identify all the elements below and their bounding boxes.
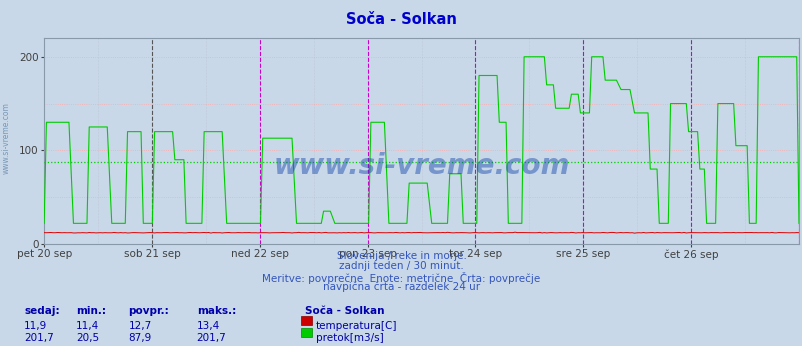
Text: temperatura[C]: temperatura[C] (315, 321, 396, 331)
Text: www.si-vreme.com: www.si-vreme.com (273, 152, 569, 180)
Text: 12,7: 12,7 (128, 321, 152, 331)
Text: 13,4: 13,4 (196, 321, 220, 331)
Text: www.si-vreme.com: www.si-vreme.com (2, 102, 11, 174)
Text: Soča - Solkan: Soča - Solkan (346, 12, 456, 27)
Text: Slovenija / reke in morje.: Slovenija / reke in morje. (336, 251, 466, 261)
Text: sedaj:: sedaj: (24, 306, 59, 316)
Text: pretok[m3/s]: pretok[m3/s] (315, 333, 383, 343)
Text: 11,9: 11,9 (24, 321, 47, 331)
Text: 201,7: 201,7 (196, 333, 226, 343)
Text: 201,7: 201,7 (24, 333, 54, 343)
Text: povpr.:: povpr.: (128, 306, 169, 316)
Text: zadnji teden / 30 minut.: zadnji teden / 30 minut. (338, 261, 464, 271)
Text: navpična črta - razdelek 24 ur: navpična črta - razdelek 24 ur (322, 282, 480, 292)
Text: Soča - Solkan: Soča - Solkan (305, 306, 384, 316)
Text: 87,9: 87,9 (128, 333, 152, 343)
Text: 20,5: 20,5 (76, 333, 99, 343)
Text: maks.:: maks.: (196, 306, 236, 316)
Text: min.:: min.: (76, 306, 106, 316)
Text: 11,4: 11,4 (76, 321, 99, 331)
Text: Meritve: povprečne  Enote: metrične  Črta: povprečje: Meritve: povprečne Enote: metrične Črta:… (262, 272, 540, 284)
